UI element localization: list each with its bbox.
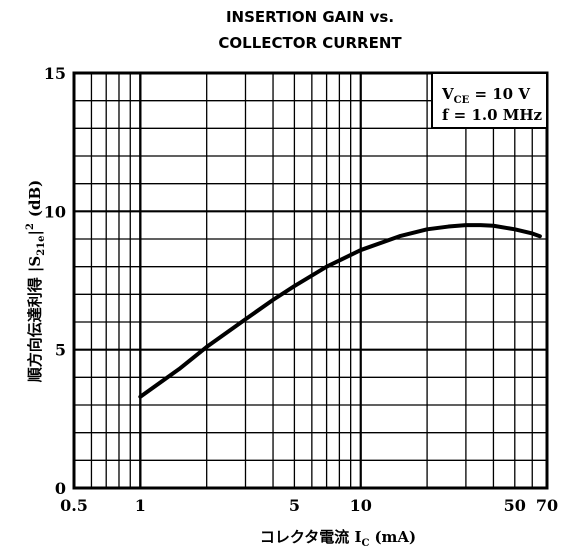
x-axis-label: コレクタ電流 IC (mA) bbox=[260, 528, 416, 549]
legend-line2: f = 1.0 MHz bbox=[442, 106, 543, 124]
x-tick-label: 70 bbox=[536, 496, 558, 515]
plot-frame bbox=[72, 71, 549, 490]
y-tick-label: 0 bbox=[55, 479, 66, 498]
x-tick-label: 50 bbox=[504, 496, 526, 515]
chart-title-line2: COLLECTOR CURRENT bbox=[218, 34, 402, 52]
y-tick-label: 10 bbox=[44, 202, 66, 221]
x-tick-label: 1 bbox=[135, 496, 146, 515]
legend-line1: VCE = 10 V bbox=[441, 85, 530, 106]
x-tick-labels: 0.5 1 5 10 50 70 bbox=[60, 496, 558, 515]
x-tick-label: 0.5 bbox=[60, 496, 88, 515]
legend-box bbox=[431, 72, 548, 129]
y-tick-labels: 0 5 10 15 bbox=[44, 64, 66, 498]
series-line bbox=[138, 223, 542, 399]
y-tick-label: 5 bbox=[55, 341, 66, 360]
y-axis-label: 順方向伝達利得 |S21e|2(dB) bbox=[25, 180, 47, 384]
grid bbox=[74, 73, 547, 488]
x-tick-label: 10 bbox=[350, 496, 372, 515]
y-tick-label: 15 bbox=[44, 64, 66, 83]
x-tick-label: 5 bbox=[289, 496, 300, 515]
chart-title-line1: INSERTION GAIN vs. bbox=[226, 8, 394, 26]
